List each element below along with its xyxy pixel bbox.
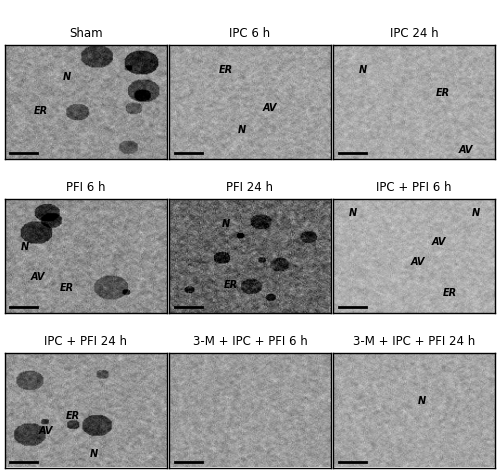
Text: N: N [222, 219, 230, 229]
Text: AV: AV [410, 257, 424, 267]
Text: AV: AV [30, 272, 44, 282]
Text: 3-M + IPC + PFI 24 h: 3-M + IPC + PFI 24 h [353, 335, 476, 348]
Text: Sham: Sham [69, 26, 102, 39]
Text: ER: ER [224, 280, 237, 290]
Text: IPC 6 h: IPC 6 h [230, 26, 270, 39]
Text: N: N [358, 65, 366, 75]
Text: N: N [348, 208, 357, 218]
Text: AV: AV [38, 426, 52, 436]
Text: ER: ER [34, 106, 48, 116]
Text: ER: ER [60, 283, 74, 293]
Text: AV: AV [458, 145, 473, 155]
Text: N: N [418, 396, 426, 407]
Text: ER: ER [66, 411, 80, 421]
Text: AV: AV [431, 237, 446, 247]
Text: ER: ER [218, 65, 233, 75]
Text: N: N [238, 125, 246, 135]
Text: IPC + PFI 24 h: IPC + PFI 24 h [44, 335, 128, 348]
Text: ER: ER [442, 288, 457, 298]
Text: N: N [90, 449, 98, 459]
Text: PFI 6 h: PFI 6 h [66, 181, 106, 194]
Text: AV: AV [262, 102, 276, 112]
Text: IPC 24 h: IPC 24 h [390, 26, 438, 39]
Text: N: N [472, 208, 480, 218]
Text: 3-M + IPC + PFI 6 h: 3-M + IPC + PFI 6 h [192, 335, 308, 348]
Text: PFI 24 h: PFI 24 h [226, 181, 274, 194]
Text: ER: ER [436, 88, 450, 98]
Text: N: N [20, 242, 28, 252]
Text: IPC + PFI 6 h: IPC + PFI 6 h [376, 181, 452, 194]
Text: N: N [62, 71, 70, 82]
